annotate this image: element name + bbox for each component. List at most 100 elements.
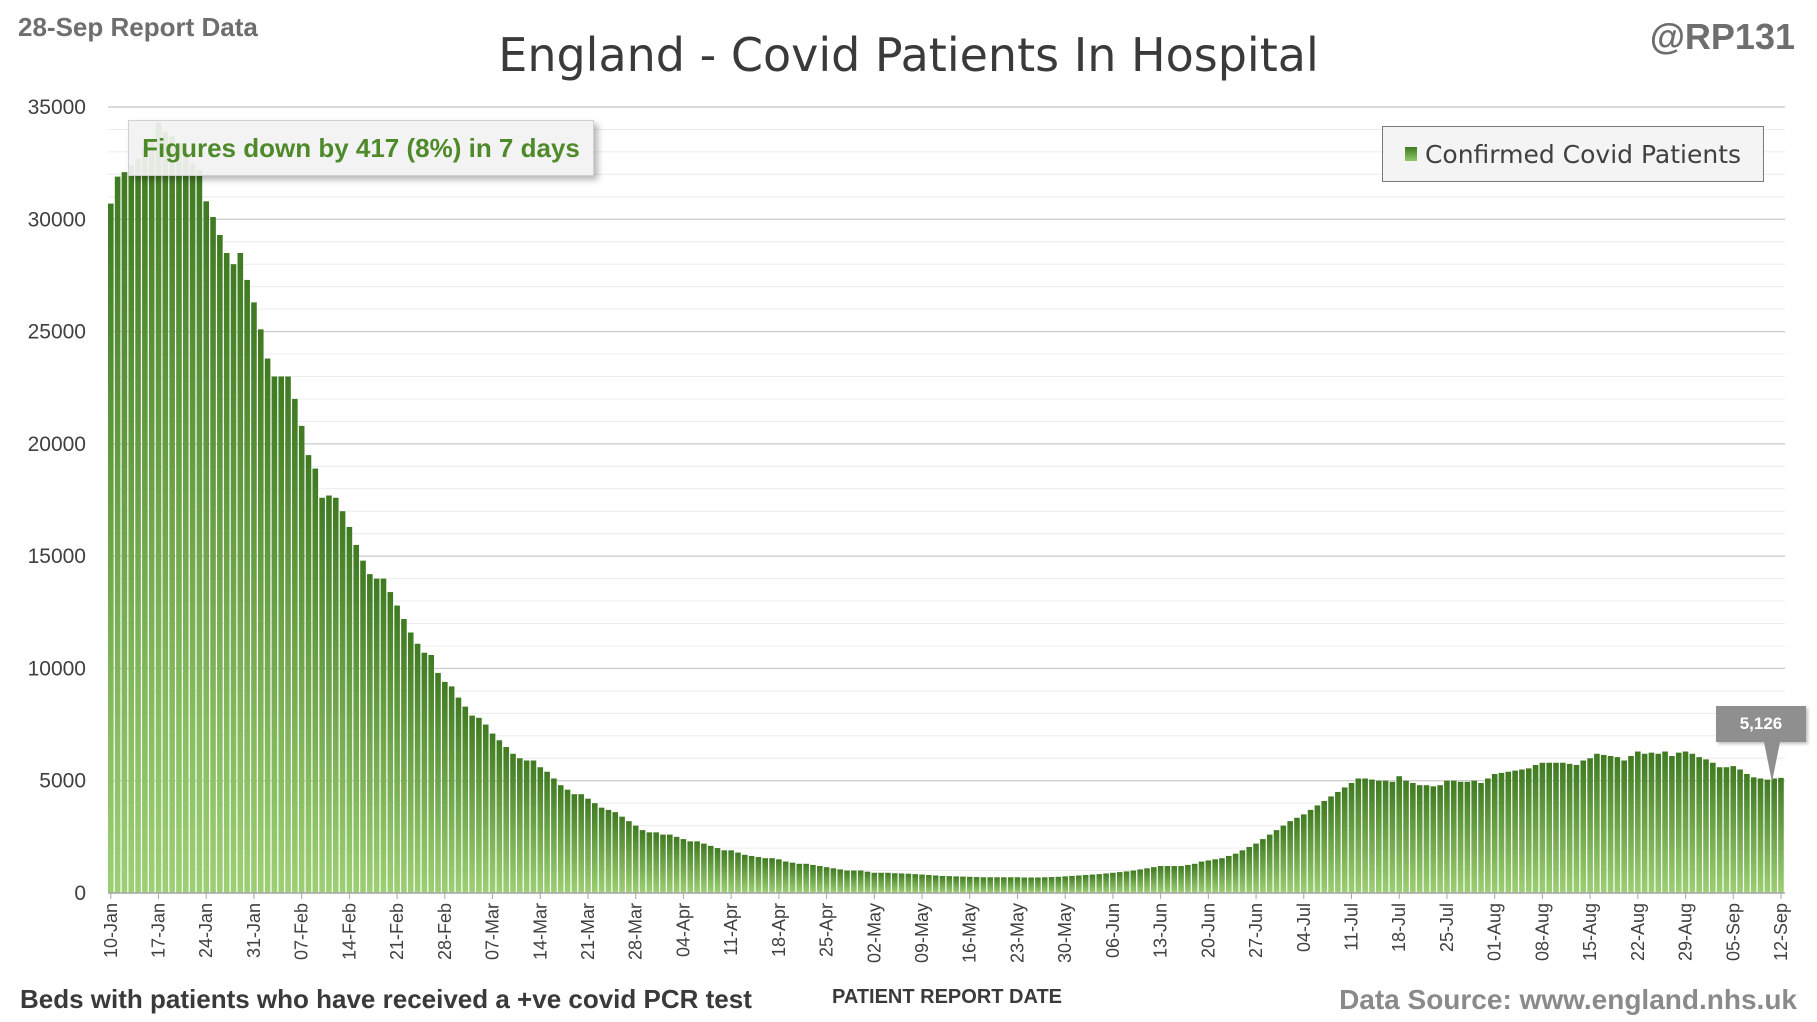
bar — [292, 398, 298, 893]
bar — [1594, 753, 1600, 893]
bar — [1369, 779, 1375, 893]
bar — [632, 825, 639, 893]
bar — [1450, 780, 1457, 893]
bar — [264, 358, 271, 893]
y-tick-label: 30000 — [28, 208, 86, 231]
x-tick-label: 01-Aug — [1485, 903, 1505, 961]
bar — [1253, 843, 1259, 893]
x-tick-label: 15-Aug — [1580, 903, 1600, 961]
bar — [782, 861, 789, 893]
bar — [1232, 853, 1239, 893]
bar — [714, 848, 721, 893]
x-tick-label: 02-May — [864, 903, 884, 963]
x-tick-label: 28-Mar — [626, 903, 646, 960]
bar — [932, 875, 939, 893]
x-tick-label: 30-May — [1055, 903, 1075, 963]
x-tick-label: 06-Jun — [1103, 903, 1123, 958]
legend-label: Confirmed Covid Patients — [1424, 139, 1742, 169]
bar — [1614, 757, 1621, 893]
bar — [1696, 757, 1702, 893]
y-axis-tick-labels: 0 5000 10000 15000 20000 25000 30000 35000 — [28, 96, 86, 905]
bar — [121, 172, 128, 893]
y-tick-label: 25000 — [28, 321, 86, 344]
bar — [878, 872, 884, 893]
bar — [1300, 814, 1307, 893]
bar — [1335, 791, 1341, 893]
bar — [230, 264, 237, 893]
y-tick-label: 10000 — [28, 657, 86, 680]
bar — [789, 862, 796, 893]
bar — [1035, 877, 1041, 893]
bar — [1560, 762, 1566, 893]
bar — [1716, 767, 1723, 893]
bar — [953, 876, 959, 893]
y-tick-label: 15000 — [28, 545, 86, 568]
latest-value-callout: 5,126 — [1716, 706, 1806, 782]
bar — [1498, 772, 1505, 893]
bar — [407, 632, 414, 893]
bar — [1525, 768, 1532, 893]
bar — [1600, 754, 1607, 893]
bar — [496, 740, 503, 893]
bar — [489, 733, 496, 893]
bar — [380, 578, 387, 893]
legend: Confirmed Covid Patients — [1382, 126, 1764, 182]
bar — [557, 785, 564, 893]
latest-value-text: 5,126 — [1739, 714, 1783, 733]
x-tick-label: 24-Jan — [196, 903, 216, 958]
bar — [1464, 781, 1471, 893]
bar — [803, 863, 809, 893]
bar — [1737, 769, 1743, 893]
bar — [1457, 781, 1464, 893]
bar — [1355, 778, 1362, 893]
bar — [755, 857, 762, 893]
bar — [816, 866, 823, 893]
bar — [237, 252, 244, 894]
bar — [244, 279, 250, 893]
bar — [864, 871, 871, 893]
bar — [176, 142, 182, 893]
bar — [517, 758, 523, 893]
bar — [1273, 830, 1280, 893]
bar — [1191, 863, 1198, 893]
bars — [108, 122, 1784, 894]
bar — [442, 681, 448, 893]
bar — [414, 643, 421, 893]
x-tick-label: 04-Jul — [1294, 903, 1314, 952]
bar — [114, 176, 121, 893]
bar — [1382, 780, 1389, 893]
bar — [1096, 874, 1103, 893]
y-tick-label: 20000 — [28, 433, 86, 456]
data-source: Data Source: www.england.nhs.uk — [1339, 984, 1797, 1015]
bar — [503, 747, 509, 893]
bar — [960, 876, 966, 893]
bar — [1021, 877, 1028, 893]
bar — [639, 830, 646, 893]
bar — [612, 812, 619, 893]
bar — [203, 201, 210, 893]
bar — [1226, 855, 1232, 893]
bar — [926, 875, 932, 893]
bar — [891, 873, 898, 893]
bar — [1007, 877, 1014, 893]
bar — [1580, 760, 1587, 893]
bar — [1375, 780, 1382, 893]
bar — [394, 605, 400, 893]
bar — [687, 841, 694, 893]
bar — [271, 376, 278, 893]
bar — [1055, 876, 1062, 893]
bar — [1703, 759, 1709, 893]
bar — [1389, 781, 1396, 893]
x-tick-label: 29-Aug — [1676, 903, 1696, 961]
bar — [551, 778, 557, 893]
x-tick-label: 25-Jul — [1437, 903, 1457, 952]
bar — [1648, 752, 1655, 893]
bar — [1212, 859, 1218, 893]
bar — [646, 832, 653, 893]
bar — [1198, 861, 1205, 893]
x-tick-label: 14-Mar — [530, 903, 550, 960]
bar — [544, 771, 550, 893]
bar — [701, 843, 707, 893]
bar — [1403, 780, 1409, 893]
bar — [1573, 764, 1580, 893]
